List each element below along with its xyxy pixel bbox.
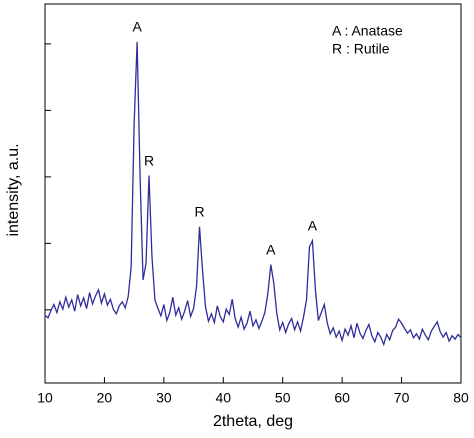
peak-label: A bbox=[266, 241, 276, 257]
x-tick-label: 40 bbox=[215, 390, 231, 406]
x-tick-label: 60 bbox=[334, 390, 350, 406]
data-line bbox=[44, 41, 462, 347]
x-axis-label: 2theta, deg bbox=[213, 413, 293, 430]
x-tick-label: 80 bbox=[453, 390, 469, 406]
peak-label: A bbox=[308, 217, 318, 233]
legend-entry: R : Rutile bbox=[332, 41, 390, 57]
x-tick-label: 50 bbox=[275, 390, 291, 406]
plot-frame bbox=[44, 3, 462, 384]
peak-label: R bbox=[144, 152, 154, 168]
peak-label: R bbox=[194, 203, 204, 219]
x-tick-label: 70 bbox=[394, 390, 410, 406]
y-axis-label: intensity, a.u. bbox=[5, 143, 22, 236]
x-tick-label: 20 bbox=[97, 390, 113, 406]
x-tick-label: 10 bbox=[37, 390, 53, 406]
x-tick-label: 30 bbox=[156, 390, 172, 406]
legend-entry: A : Anatase bbox=[332, 23, 403, 39]
peak-label: A bbox=[132, 19, 142, 35]
